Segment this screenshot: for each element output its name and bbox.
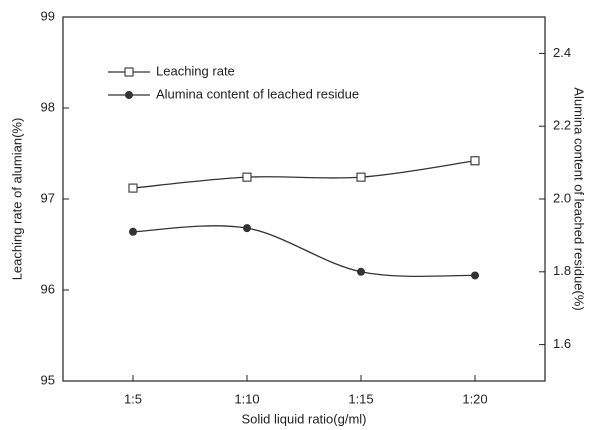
y-tick-label: 98 bbox=[41, 99, 55, 114]
point bbox=[243, 224, 251, 233]
y-tick-label: 96 bbox=[41, 281, 55, 296]
y-tick-label: 95 bbox=[41, 372, 55, 387]
legend-label: Leaching rate bbox=[156, 63, 235, 78]
y2-axis-title: Alumina content of leached residue(%) bbox=[572, 87, 587, 310]
series-line bbox=[132, 160, 476, 189]
point bbox=[356, 172, 366, 182]
x-tick-label: 1:20 bbox=[462, 391, 487, 406]
point bbox=[128, 183, 138, 193]
y2-tick-label: 2.4 bbox=[553, 45, 571, 60]
point bbox=[129, 227, 137, 236]
legend-label: Alumina content of leached residue bbox=[156, 86, 359, 101]
legend-marker bbox=[125, 91, 133, 99]
point bbox=[357, 267, 365, 276]
series-line bbox=[132, 225, 476, 278]
y2-tick-label: 1.8 bbox=[553, 263, 571, 278]
point bbox=[242, 172, 252, 182]
point bbox=[471, 271, 479, 280]
y2-tick-label: 2.2 bbox=[553, 118, 571, 133]
y-axis-title: Leaching rate of alumian(%) bbox=[9, 118, 24, 281]
y-tick-label: 97 bbox=[41, 190, 55, 205]
x-tick-label: 1:5 bbox=[124, 391, 142, 406]
x-axis-title: Solid liquid ratio(g/ml) bbox=[242, 411, 367, 426]
x-tick-label: 1:10 bbox=[234, 391, 259, 406]
y2-tick-label: 2.0 bbox=[553, 190, 571, 205]
point bbox=[470, 156, 480, 166]
legend-marker bbox=[124, 67, 134, 77]
x-tick-label: 1:15 bbox=[348, 391, 373, 406]
y2-tick-label: 1.6 bbox=[553, 336, 571, 351]
y-tick-label: 99 bbox=[41, 8, 55, 23]
